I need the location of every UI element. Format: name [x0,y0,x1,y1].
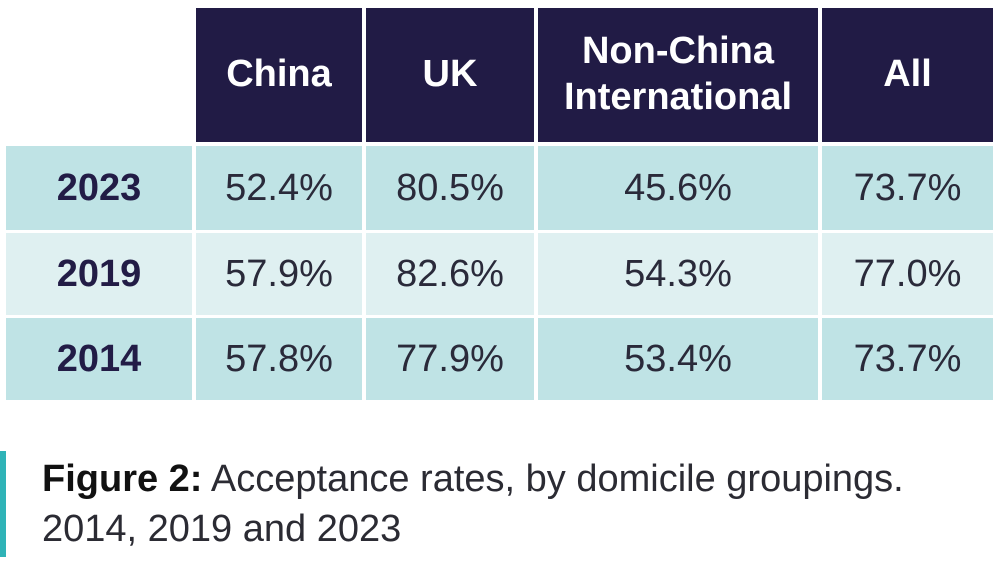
header-all: All [822,8,993,142]
cell-2023-non-china-international-value: 45.6% [624,166,732,209]
cell-2023-all-value: 73.7% [853,166,962,209]
caption-accent-bar [0,451,6,557]
figure-caption: Figure 2: Acceptance rates, by domicile … [42,454,992,554]
header-uk: UK [366,8,534,142]
header-non-china-international-label: Non-China International [563,30,793,118]
cell-2019-uk: 82.6% [366,233,534,315]
header-uk-label: UK [422,53,478,96]
cell-2014-china: 57.8% [196,318,362,400]
cell-2023-china: 52.4% [196,146,362,230]
header-non-china-international: Non-China International [538,8,818,142]
row-label-2023-text: 2023 [56,166,142,209]
cell-2019-non-china-international: 54.3% [538,233,818,315]
cell-2023-uk-value: 80.5% [396,166,504,209]
row-label-2019: 2019 [6,233,192,315]
header-china-label: China [226,53,332,96]
cell-2023-all: 73.7% [822,146,993,230]
row-label-2014-text: 2014 [56,337,142,380]
cell-2023-uk: 80.5% [366,146,534,230]
row-label-2014: 2014 [6,318,192,400]
cell-2014-uk-value: 77.9% [396,337,504,380]
cell-2019-china: 57.9% [196,233,362,315]
cell-2019-non-china-international-value: 54.3% [624,252,732,295]
row-label-2023: 2023 [6,146,192,230]
row-label-2019-text: 2019 [56,252,142,295]
cell-2019-uk-value: 82.6% [396,252,504,295]
acceptance-rates-table: China UK Non-China International All 202… [6,8,993,400]
header-china: China [196,8,362,142]
cell-2014-china-value: 57.8% [225,337,333,380]
caption-label: Figure 2: [42,458,203,500]
header-all-label: All [883,53,932,96]
cell-2014-uk: 77.9% [366,318,534,400]
cell-2019-all: 77.0% [822,233,993,315]
cell-2014-non-china-international-value: 53.4% [624,337,732,380]
cell-2023-non-china-international: 45.6% [538,146,818,230]
cell-2014-all-value: 73.7% [853,337,962,380]
cell-2023-china-value: 52.4% [225,166,333,209]
cell-2014-all: 73.7% [822,318,993,400]
cell-2014-non-china-international: 53.4% [538,318,818,400]
cell-2019-all-value: 77.0% [853,252,962,295]
cell-2019-china-value: 57.9% [225,252,333,295]
caption-text: Acceptance rates, by domicile groupings.… [42,458,904,550]
